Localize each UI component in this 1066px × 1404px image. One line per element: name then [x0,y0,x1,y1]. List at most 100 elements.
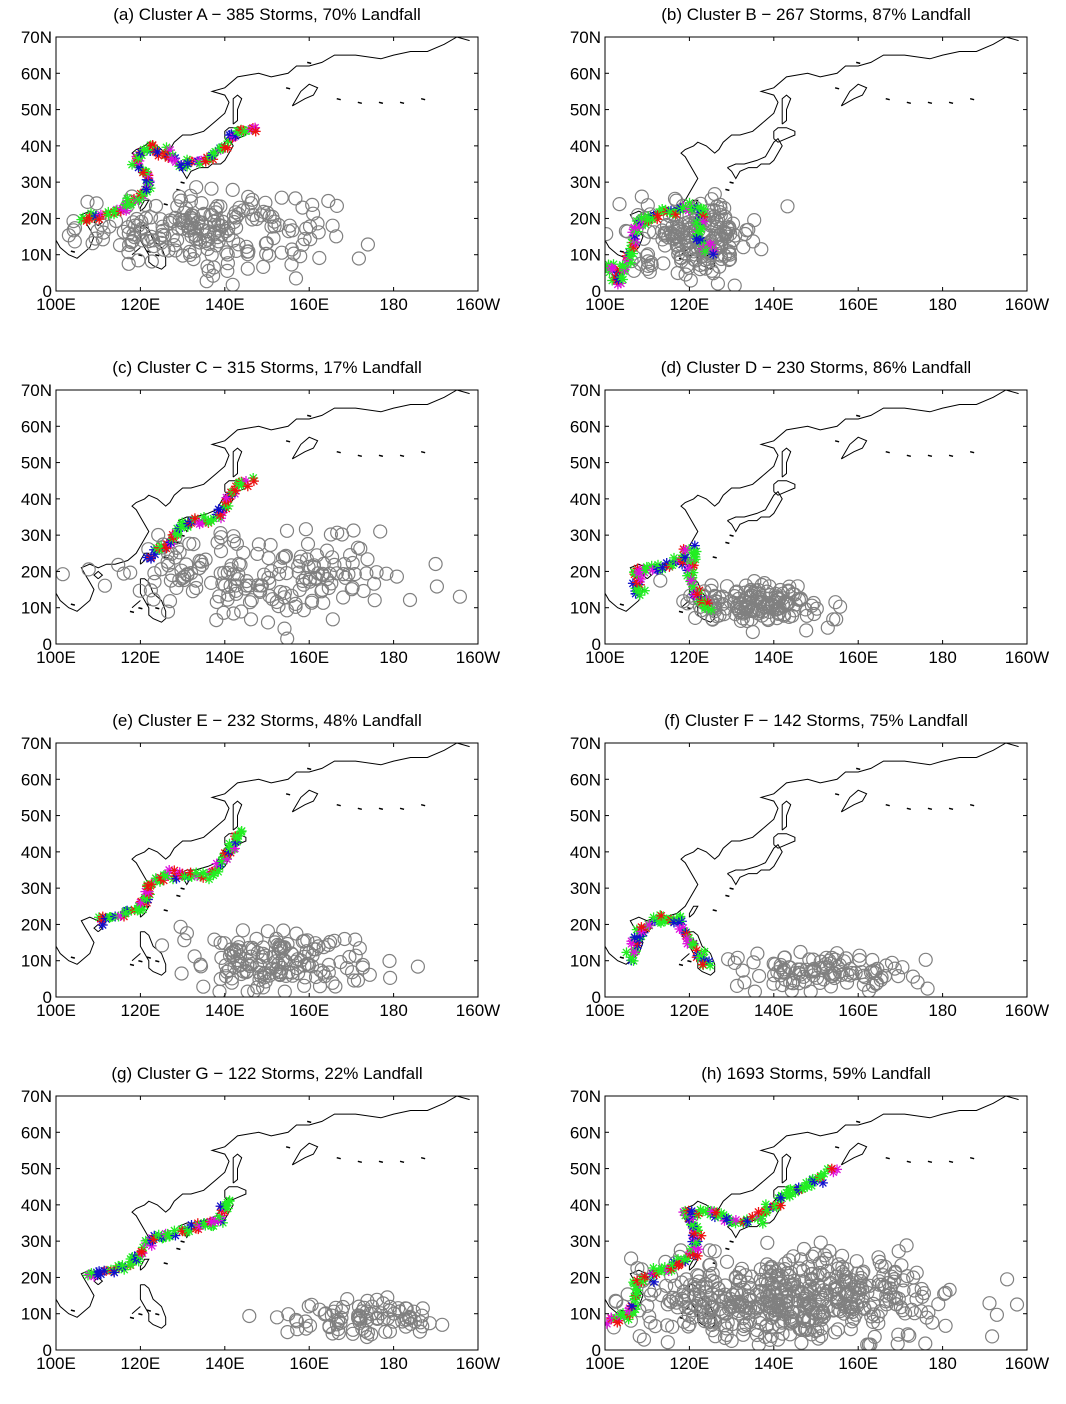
panel-e: (e) Cluster E − 232 Storms, 48% Landfall… [5,706,538,1051]
genesis-point [215,545,228,558]
genesis-point [453,590,466,603]
landfall-point [669,553,679,563]
y-tick-label: 20N [570,915,601,934]
x-tick-label: 140E [205,1001,245,1020]
island [337,99,341,100]
y-tick-label: 0 [592,635,601,654]
y-tick-label: 10N [21,246,52,265]
y-tick-label: 50N [21,454,52,473]
genesis-point [245,613,258,626]
island [421,452,425,453]
genesis-point [277,924,290,937]
island [928,1161,932,1162]
island [886,99,890,100]
landfall-point [618,275,628,285]
island [687,961,691,962]
coastline [132,1307,140,1314]
panel-g: (g) Cluster G − 122 Storms, 22% Landfall… [5,1059,538,1404]
island [176,1248,180,1249]
genesis-point [661,1319,674,1332]
island [886,452,890,453]
genesis-point [761,1236,774,1249]
coastline [689,906,697,917]
island [400,455,404,456]
landfall-point [687,939,697,949]
y-tick-label: 70N [570,734,601,753]
genesis-point [747,956,760,969]
y-tick-label: 30N [21,173,52,192]
genesis-point [711,277,724,290]
y-tick-label: 70N [570,28,601,47]
genesis-point [190,582,203,595]
y-tick-label: 0 [592,282,601,301]
island [307,415,311,416]
genesis-point [289,597,302,610]
island [181,888,185,889]
genesis-point [326,613,339,626]
y-tick-label: 10N [21,952,52,971]
genesis-point [230,537,243,550]
y-tick-label: 70N [570,381,601,400]
island [286,88,290,89]
genesis-point [915,1283,928,1296]
x-tick-label: 180 [928,295,956,314]
genesis-point [416,1302,429,1315]
island [421,99,425,100]
island [928,102,932,103]
map-plot: (g) Cluster G − 122 Storms, 22% Landfall… [5,1059,538,1404]
coastline [841,790,866,812]
island [886,805,890,806]
genesis-point [312,226,325,239]
coastline [233,801,242,830]
island [725,895,729,896]
island [181,182,185,183]
y-tick-label: 30N [21,1232,52,1251]
genesis-point [781,200,794,213]
genesis-point [983,1297,996,1310]
genesis-point [363,968,376,981]
x-tick-label: 120E [121,1354,161,1373]
genesis-point [81,195,94,208]
genesis-point [271,1311,284,1324]
x-tick-label: 160E [289,1354,329,1373]
genesis-point [241,262,254,275]
island [147,1310,151,1311]
genesis-point [1011,1298,1024,1311]
map-plot: (d) Cluster D − 230 Storms, 86% Landfall… [554,353,1066,698]
island [155,961,159,962]
coastline [233,95,242,124]
island [949,808,953,809]
island [725,1248,729,1249]
landfall-point [206,1217,216,1227]
landfall-point [692,218,702,228]
genesis-point [832,1323,845,1336]
genesis-point [290,272,303,285]
genesis-point [635,190,648,203]
coastline [233,448,242,477]
genesis-point [98,579,111,592]
y-tick-label: 30N [570,173,601,192]
genesis-point [197,980,210,993]
island [856,768,860,769]
genesis-point [156,939,169,952]
x-tick-label: 180 [928,1001,956,1020]
coastline [782,95,791,124]
genesis-point [383,955,396,968]
genesis-point [872,1251,885,1264]
genesis-point [939,1319,952,1332]
x-tick-label: 160W [456,295,500,314]
genesis-point [919,953,932,966]
y-tick-label: 60N [570,770,601,789]
y-tick-label: 60N [21,64,52,83]
genesis-point [649,1320,662,1333]
y-tick-label: 40N [21,137,52,156]
x-tick-label: 180 [928,648,956,667]
genesis-point [423,1317,436,1330]
x-tick-label: 180 [379,648,407,667]
panel-title: (a) Cluster A − 385 Storms, 70% Landfall [113,5,421,24]
genesis-point [356,959,369,972]
genesis-point [252,538,265,551]
island [71,604,75,605]
landfall-point [249,476,259,486]
panel-c: (c) Cluster C − 315 Storms, 17% Landfall… [5,353,538,698]
